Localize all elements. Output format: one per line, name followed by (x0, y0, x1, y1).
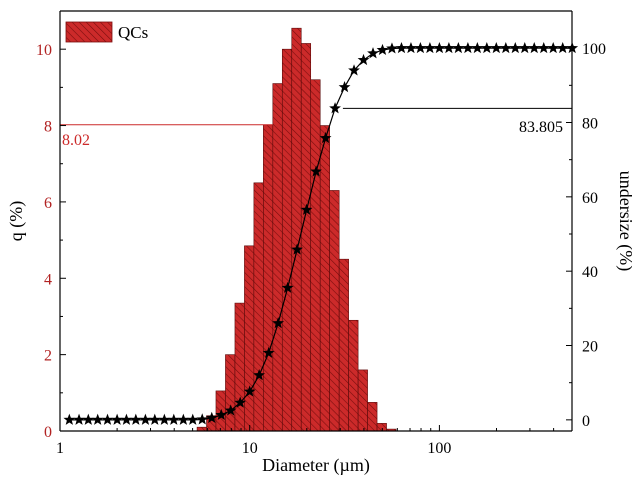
cumulative-marker-star (63, 413, 76, 425)
cumulative-marker-star (281, 281, 294, 293)
cumulative-marker-star (338, 80, 351, 93)
histogram-bar (338, 258, 349, 432)
cumulative-marker-star (367, 47, 379, 59)
legend: QCs (65, 21, 148, 43)
y-left-tick-label: 2 (44, 348, 52, 365)
y-right-tick-label: 80 (582, 116, 598, 133)
cumulative-marker-star (234, 396, 247, 408)
cumulative-marker-star (395, 41, 408, 54)
cumulative-marker-star (509, 41, 522, 54)
legend-swatch (65, 21, 113, 43)
cumulative-marker-star (224, 404, 237, 416)
cumulative-marker-star (186, 413, 199, 425)
cumulative-marker-star (348, 64, 360, 76)
x-tick-label: 1 (56, 440, 64, 457)
y-right-tick-label: 20 (582, 339, 598, 356)
histogram-bar (234, 302, 245, 432)
cumulative-marker-star (433, 41, 446, 54)
y-left-tick-label: 4 (44, 271, 52, 288)
cumulative-marker-star (405, 41, 417, 54)
y-left-tick-label: 10 (36, 42, 52, 59)
y-left-axis-title: q (%) (6, 201, 27, 241)
cumulative-curve (63, 41, 579, 425)
cumulative-marker-star (518, 41, 531, 54)
cumulative-marker-star (386, 42, 398, 54)
y-left-tick-label: 0 (44, 424, 52, 441)
y-right-axis-title: undersize (%) (615, 171, 632, 271)
axes (59, 10, 573, 432)
cumulative-marker-star (196, 413, 209, 425)
cumulative-marker-star (442, 41, 455, 54)
histogram-bar (310, 79, 321, 432)
x-tick-label: 100 (427, 440, 451, 457)
cumulative-marker-star (471, 41, 484, 54)
cumulative-marker-star (376, 43, 389, 56)
cumulative-marker-star (139, 413, 152, 425)
cumulative-marker-star (262, 346, 275, 358)
cumulative-marker-star (357, 53, 370, 66)
histogram-bar (225, 354, 236, 432)
histogram-bar (253, 182, 264, 432)
cumulative-marker-star (215, 408, 228, 421)
cumulative-marker-star (556, 41, 569, 54)
histogram-bar (367, 402, 378, 432)
cumulative-marker-star (158, 413, 171, 425)
cumulative-marker-star (120, 413, 133, 425)
histogram-bar (319, 125, 330, 432)
histogram-bar (300, 43, 312, 432)
cumulative-marker-star (490, 41, 503, 54)
histogram-bar (348, 319, 359, 432)
histogram-bar (291, 27, 302, 432)
cumulative-marker-star (167, 413, 180, 425)
left-annotation-value: 8.02 (62, 132, 90, 149)
y-right-tick-label: 100 (582, 41, 606, 58)
cumulative-marker-star (205, 411, 218, 424)
cumulative-marker-star (452, 41, 465, 54)
cumulative-marker-star (129, 413, 142, 425)
histogram-bar (281, 48, 293, 432)
y-left-tick-label: 6 (44, 195, 52, 212)
histogram-bar (272, 83, 283, 432)
cumulative-marker-star (272, 317, 285, 329)
histogram-bar (357, 369, 368, 432)
cumulative-marker-star (528, 41, 541, 54)
cumulative-marker-star (480, 41, 493, 54)
cumulative-marker-star (461, 41, 474, 54)
right-annotation-value: 83.805 (519, 119, 563, 136)
histogram-bar (244, 245, 255, 432)
cumulative-marker-star (101, 413, 114, 425)
cumulative-marker-star (319, 131, 332, 144)
cumulative-marker-star (310, 165, 322, 177)
cumulative-marker-star (329, 102, 341, 114)
x-axis-title: Diameter (µm) (262, 455, 370, 476)
legend-label: QCs (118, 23, 148, 42)
cumulative-marker-star (73, 413, 85, 425)
cumulative-marker-star (148, 413, 161, 425)
cumulative-marker-star (300, 203, 313, 215)
cumulative-marker-star (424, 41, 436, 54)
cumulative-marker-star (253, 369, 266, 381)
cumulative-marker-star (537, 41, 550, 54)
annotation-lines (60, 107, 572, 126)
y-left-tick-label: 8 (44, 119, 52, 136)
cumulative-marker-star (291, 243, 304, 255)
cumulative-marker-star (243, 385, 256, 397)
cumulative-marker-star (82, 413, 95, 425)
cumulative-marker-star (547, 41, 560, 54)
cumulative-marker-star (91, 413, 104, 425)
cumulative-marker-star (414, 41, 427, 54)
histogram-bar (263, 124, 274, 432)
y-right-tick-label: 0 (582, 413, 590, 430)
y-right-tick-label: 40 (582, 264, 598, 281)
y-right-tick-label: 60 (582, 190, 598, 207)
histogram-bar (329, 190, 340, 432)
cumulative-marker-star (177, 413, 190, 425)
cumulative-marker-star (111, 413, 123, 425)
cumulative-marker-star (499, 41, 512, 54)
x-tick-label: 10 (242, 440, 258, 457)
